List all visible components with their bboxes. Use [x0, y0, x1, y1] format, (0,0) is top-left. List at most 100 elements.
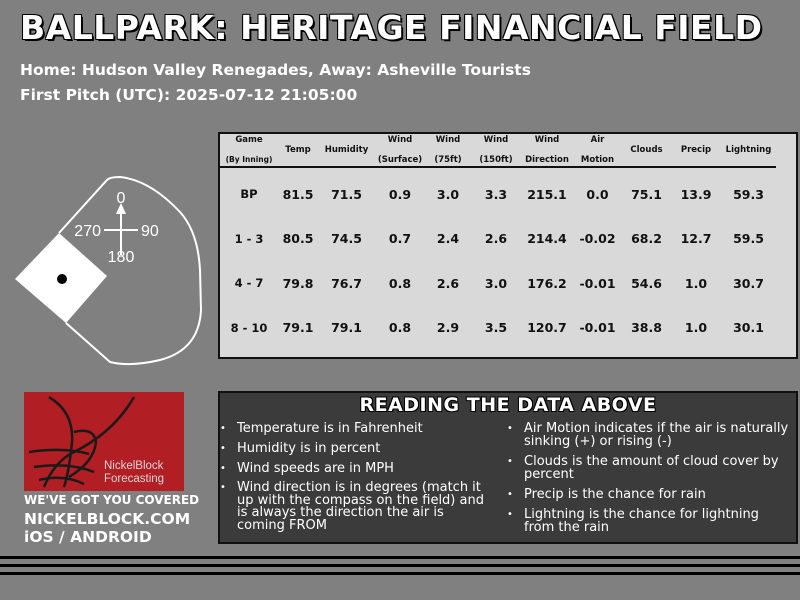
table-cell: 0.9 [388, 186, 412, 202]
column-header-text: Temp [285, 145, 311, 155]
compass-east: 90 [141, 223, 159, 240]
table-cell: 3.0 [436, 186, 460, 202]
platforms-label: iOS / ANDROID [24, 528, 152, 546]
table-cell: 3.3 [484, 186, 508, 202]
table-cell: 0.7 [388, 231, 412, 247]
table-cell: 0.8 [388, 275, 412, 291]
table-cell: 79.1 [282, 320, 314, 336]
table-cell: 79.1 [331, 320, 362, 336]
table-cell: -0.02 [579, 231, 616, 247]
column-header: Game (By Inning) [220, 134, 278, 168]
column-header-text: Precip [680, 145, 712, 155]
divider-line [0, 572, 800, 575]
table-cell: 215.1 [527, 186, 567, 202]
logo-text-1: NickelBlock [104, 460, 164, 472]
table-cell: 3.5 [484, 320, 508, 336]
table-cell: 214.4 [527, 231, 567, 247]
table-cell: 176.2 [527, 275, 567, 291]
column-header: Clouds [622, 134, 671, 168]
table-cell: 59.5 [733, 231, 764, 247]
home-plate-dot [57, 274, 67, 284]
table-cell: 76.7 [331, 275, 362, 291]
compass-west: 270 [74, 223, 101, 240]
column-header: Wind Direction [521, 134, 573, 168]
table-cell: 75.1 [631, 186, 662, 202]
column-header-text: Motion [580, 155, 615, 165]
table-cell: 54.6 [631, 275, 662, 291]
table-cell: 30.1 [733, 320, 764, 336]
website-link[interactable]: NICKELBLOCK.COM [24, 510, 191, 528]
column-header-text: (75ft) [434, 155, 462, 165]
teams-label: Home: Hudson Valley Renegades, Away: Ash… [20, 61, 531, 79]
legend-item: Precip is the chance for rain [507, 488, 792, 501]
column-header-text: Wind [435, 135, 461, 145]
legend-item: Air Motion indicates if the air is natur… [507, 422, 792, 448]
table-cell: 120.7 [527, 320, 567, 336]
divider-line [0, 556, 800, 559]
column-header: Wind (150ft) [471, 134, 521, 168]
first-pitch-label: First Pitch (UTC): 2025-07-12 21:05:00 [20, 86, 358, 104]
legend-panel: READING THE DATA ABOVE Temperature is in… [218, 391, 798, 544]
row-label: 8 - 10 [230, 320, 268, 335]
column-header-text: Lightning [725, 145, 772, 155]
table-cell: 3.0 [484, 275, 508, 291]
table-cell: 12.7 [680, 231, 712, 247]
column-header-text: Wind [483, 135, 509, 145]
compass-south: 180 [108, 249, 135, 266]
legend-item: Lightning is the chance for lightning fr… [507, 508, 792, 534]
logo-swirl-icon [28, 395, 136, 488]
legend-item: Humidity is in percent [220, 442, 495, 455]
column-header-text: Wind [534, 135, 560, 145]
column-header-text: Humidity [324, 145, 369, 155]
table-cell: 71.5 [331, 186, 362, 202]
column-header: Lightning [721, 134, 776, 168]
table-cell: 38.8 [631, 320, 662, 336]
divider-line [0, 564, 800, 567]
column-header-text: (Surface) [377, 155, 423, 165]
column-header: Wind (75ft) [425, 134, 471, 168]
legend-title: READING THE DATA ABOVE [359, 394, 657, 416]
page-title: BALLPARK: HERITAGE FINANCIAL FIELD [20, 8, 763, 47]
table-cell: 79.8 [282, 275, 314, 291]
table-cell: 2.4 [436, 231, 460, 247]
column-header-text: Direction [525, 155, 569, 165]
row-label: 4 - 7 [234, 276, 264, 291]
logo-text-2: Forecasting [104, 473, 165, 485]
table-cell: 74.5 [331, 231, 362, 247]
table-cell: 2.6 [484, 231, 508, 247]
column-header-text: (By Inning) [225, 155, 273, 164]
table-cell: 81.5 [282, 186, 314, 202]
column-header-text: (150ft) [479, 155, 513, 165]
legend-item: Temperature is in Fahrenheit [220, 422, 495, 435]
field-diagram: 0 270 90 180 [15, 175, 203, 366]
table-cell: 30.7 [733, 275, 764, 291]
column-header-text: Air [590, 135, 605, 145]
legend-item: Wind direction is in degrees (match it u… [220, 481, 495, 532]
tagline: WE'VE GOT YOU COVERED [24, 493, 200, 507]
legend-item: Wind speeds are in MPH [220, 462, 495, 475]
table-cell: 13.9 [680, 186, 712, 202]
column-header: Air Motion [573, 134, 622, 168]
column-header: Precip [671, 134, 721, 168]
column-header-text: Wind [387, 135, 413, 145]
row-label: BP [240, 187, 258, 202]
column-header: Humidity [318, 134, 375, 168]
compass-north: 0 [117, 190, 126, 207]
table-cell: 1.0 [684, 275, 708, 291]
weather-table: Game (By Inning) Temp Humidity Wind (Surface)… [218, 132, 798, 359]
table-cell: -0.01 [579, 320, 616, 336]
row-label: 1 - 3 [234, 231, 264, 246]
table-cell: 2.6 [436, 275, 460, 291]
table-cell: 80.5 [282, 231, 314, 247]
north-arrow-icon [116, 203, 126, 214]
nickelblock-logo: NickelBlock Forecasting [24, 392, 184, 491]
table-cell: 0.0 [586, 186, 609, 202]
column-header-text: Game [235, 135, 263, 145]
table-cell: 1.0 [684, 320, 708, 336]
table-cell: 2.9 [436, 320, 460, 336]
column-header: Temp [278, 134, 318, 168]
table-cell: 0.8 [388, 320, 412, 336]
column-header-text: Clouds [630, 145, 663, 155]
table-cell: 68.2 [631, 231, 662, 247]
column-header: Wind (Surface) [375, 134, 425, 168]
